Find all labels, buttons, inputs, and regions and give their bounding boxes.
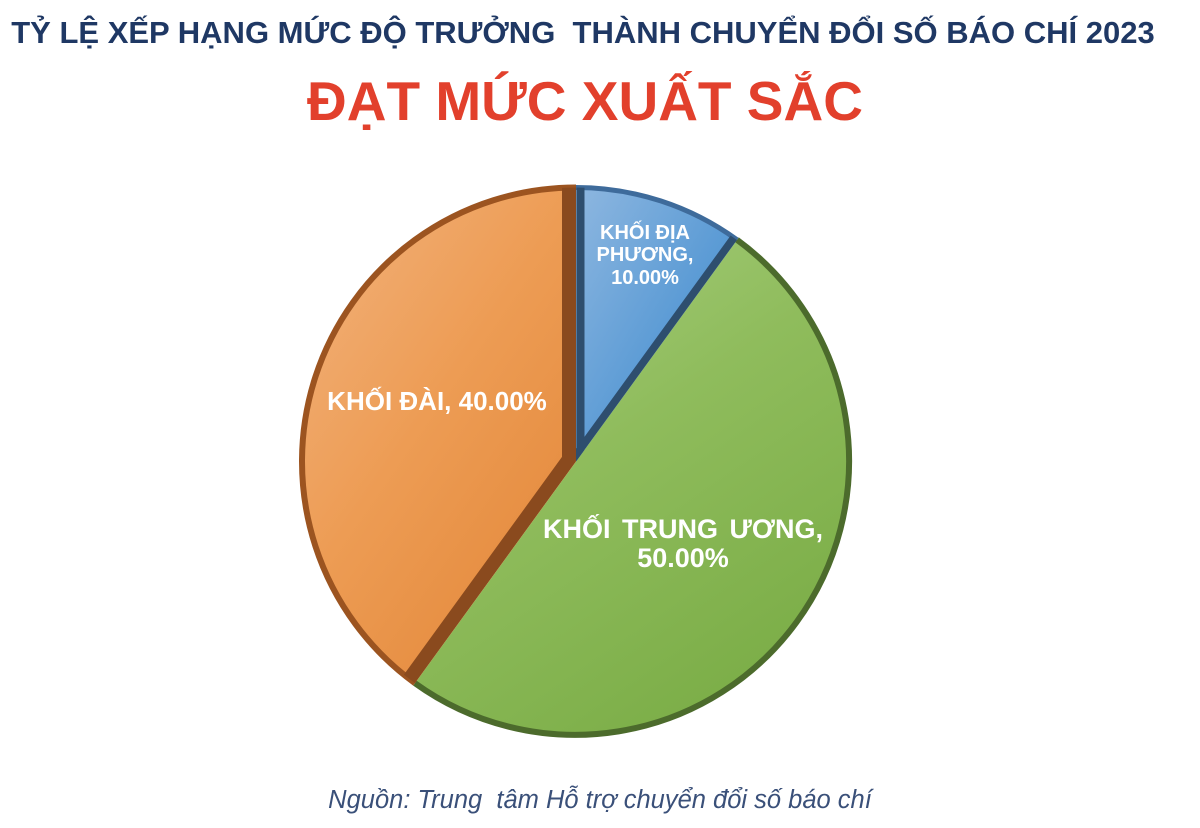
- svg-text:KHỐI TRUNG ƯƠNG,: KHỐI TRUNG ƯƠNG,: [543, 512, 823, 544]
- svg-text:10.00%: 10.00%: [611, 267, 679, 289]
- svg-text:KHỐI ĐÀI, 40.00%: KHỐI ĐÀI, 40.00%: [327, 386, 547, 416]
- svg-text:PHƯƠNG,: PHƯƠNG,: [597, 244, 694, 266]
- svg-text:50.00%: 50.00%: [637, 543, 729, 573]
- svg-text:KHỐI ĐỊA: KHỐI ĐỊA: [600, 220, 690, 244]
